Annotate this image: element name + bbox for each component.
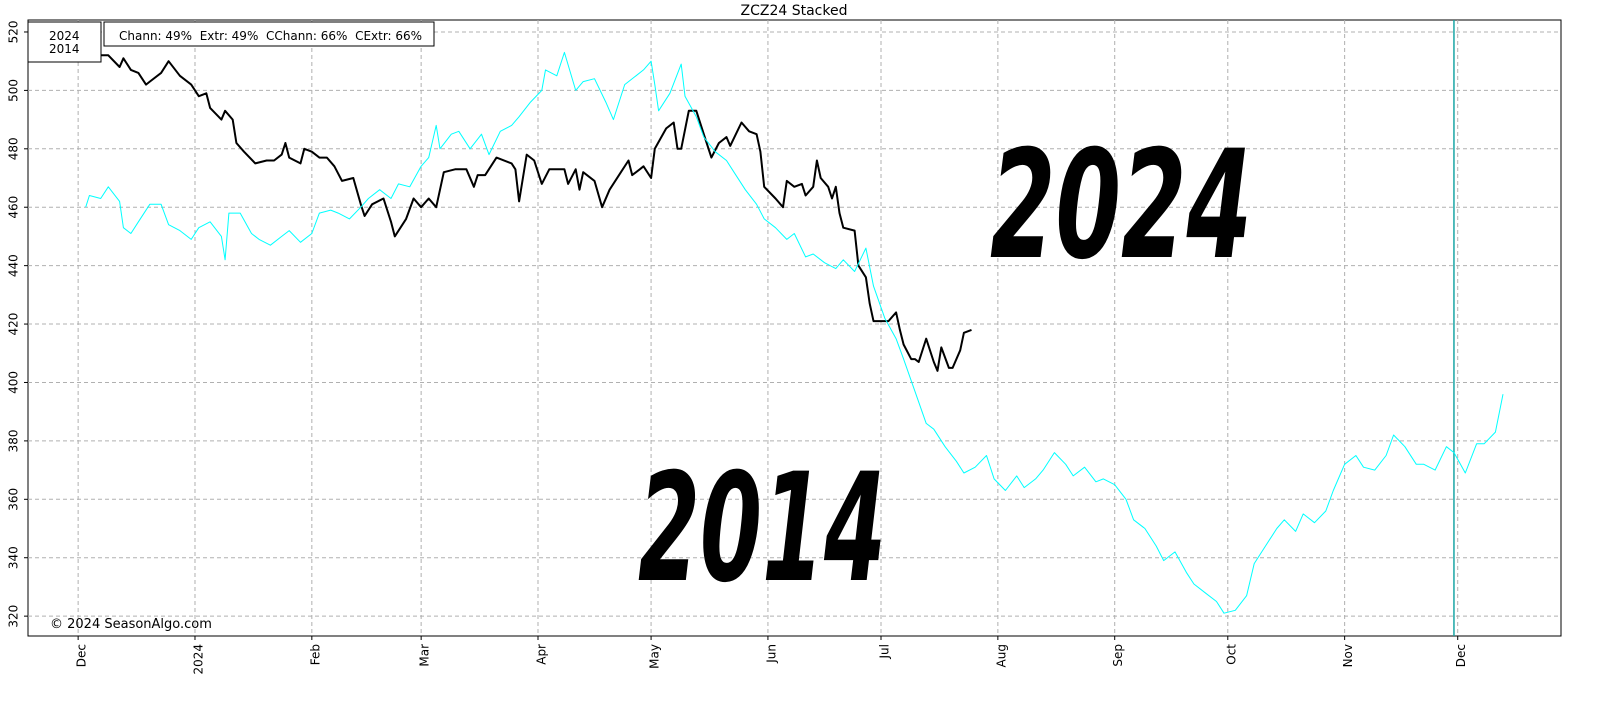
credit: © 2024 SeasonAlgo.com [50, 617, 212, 632]
x-tick-label: Jun [764, 644, 778, 664]
x-tick-label: Oct [1224, 644, 1238, 665]
y-tick-label: 500 [7, 79, 21, 102]
x-tick-label: Feb [308, 644, 322, 665]
y-tick-label: 360 [7, 488, 21, 511]
series-watermark: 2014 [638, 442, 886, 616]
y-tick-label: 460 [7, 196, 21, 219]
series-line [85, 51, 1504, 614]
y-tick-label: 480 [7, 137, 21, 160]
lines [77, 20, 1504, 636]
x-tick-label: Dec [75, 644, 89, 667]
x-tick-label: Aug [994, 644, 1008, 667]
stats-box [103, 21, 435, 47]
legend-entry: 2014 [49, 42, 80, 56]
x-tick-label: May [648, 644, 662, 669]
y-tick-label: 380 [7, 429, 21, 452]
watermarks: 2024 2014 [638, 119, 1252, 616]
x-tick-label: Nov [1341, 644, 1355, 667]
plot-frame [27, 19, 1562, 637]
x-tick-label: Dec [1454, 644, 1468, 667]
legend-entry: 2024 [49, 29, 80, 43]
series-line [77, 48, 972, 372]
legend-box [27, 21, 102, 63]
stats: Chann: 49% Extr: 49% CChann: 66% CExtr: … [119, 29, 422, 43]
y-tick-label: 420 [7, 313, 21, 336]
x-tick-label: 2024 [191, 644, 205, 675]
x-tick-label: Mar [418, 644, 432, 667]
x-tick-label: Apr [534, 644, 548, 665]
y-tick-label: 340 [7, 546, 21, 569]
x-tick-label: Jul [878, 644, 892, 659]
y-tick-label: 440 [7, 254, 21, 277]
y-tick-label: 520 [7, 21, 21, 44]
y-tick-label: 400 [7, 371, 21, 394]
series-watermark: 2024 [990, 119, 1252, 293]
chart-title: ZCZ24 Stacked [741, 3, 848, 19]
x-tick-label: Sep [1111, 644, 1125, 667]
y-tick-label: 320 [7, 605, 21, 628]
